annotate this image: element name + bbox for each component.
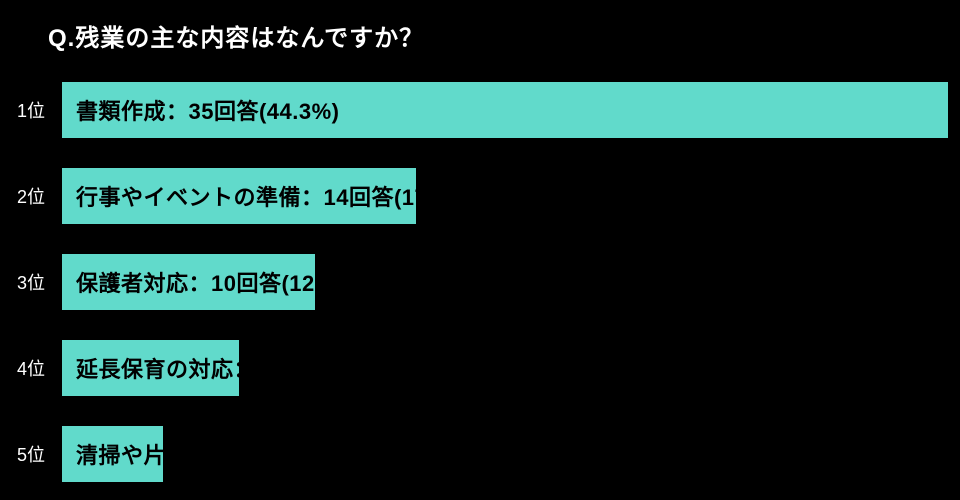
bar-text: 書類作成：35回答(44.3%) [76, 94, 340, 126]
ranking-bar-chart: Q.残業の主な内容はなんですか？ 1位 書類作成：35回答(44.3%) 2位 … [0, 0, 960, 500]
bar-text: 行事やイベントの準備：14回答(17.7%) [76, 180, 475, 212]
rank-label: 1位 [6, 97, 56, 123]
bar-row: 5位 清掃や片付け：4回答(5.1%) [0, 426, 960, 482]
rank-label: 4位 [6, 355, 56, 381]
bar-row: 1位 書類作成：35回答(44.3%) [0, 82, 960, 138]
bar-row: 2位 行事やイベントの準備：14回答(17.7%) [0, 168, 960, 224]
bar-text: 延長保育の対応：7回答(8.9%) [76, 352, 382, 384]
chart-title: Q.残業の主な内容はなんですか？ [48, 18, 424, 53]
rank-label: 3位 [6, 269, 56, 295]
rank-label: 5位 [6, 441, 56, 467]
bar-row: 4位 延長保育の対応：7回答(8.9%) [0, 340, 960, 396]
rank-label: 2位 [6, 183, 56, 209]
bar-text: 保護者対応：10回答(12.7%) [76, 266, 362, 298]
bar-row: 3位 保護者対応：10回答(12.7%) [0, 254, 960, 310]
bar-text: 清掃や片付け：4回答(5.1%) [76, 438, 359, 470]
